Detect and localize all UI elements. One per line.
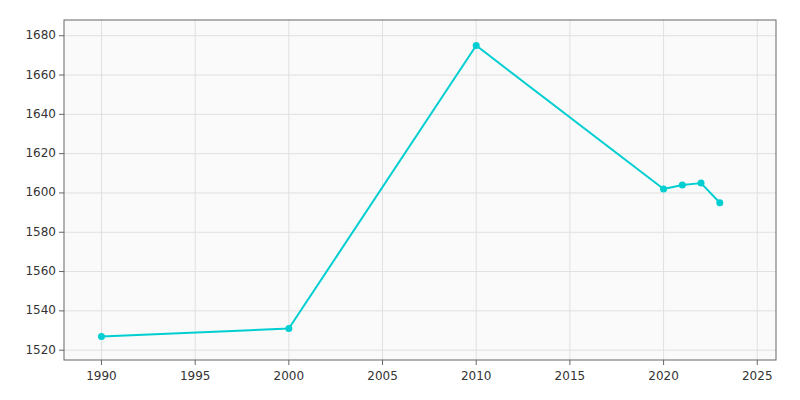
x-tick bbox=[101, 360, 102, 365]
point bbox=[98, 333, 105, 340]
y-tick bbox=[59, 271, 64, 272]
point bbox=[679, 182, 686, 189]
x-tick-label: 1995 bbox=[180, 369, 211, 383]
point bbox=[660, 186, 667, 193]
y-tick-label: 1600 bbox=[25, 185, 56, 199]
x-tick bbox=[195, 360, 196, 365]
y-tick bbox=[59, 232, 64, 233]
plot-frame bbox=[64, 20, 776, 360]
line bbox=[101, 46, 719, 337]
y-tick-label: 1580 bbox=[25, 225, 56, 239]
x-grid-line bbox=[382, 20, 383, 360]
chart-container: 1520 1540 1560 1580 1600 1620 1640 1660 1680 1990… bbox=[0, 0, 800, 400]
y-grid-line bbox=[64, 310, 776, 311]
x-tick-label: 2010 bbox=[461, 369, 492, 383]
x-grid-line bbox=[476, 20, 477, 360]
y-grid-line bbox=[64, 350, 776, 351]
point bbox=[473, 42, 480, 49]
x-tick bbox=[569, 360, 570, 365]
x-tick-label: 2020 bbox=[648, 369, 679, 383]
y-tick bbox=[59, 350, 64, 351]
y-grid-line bbox=[64, 114, 776, 115]
y-grid-line bbox=[64, 232, 776, 233]
x-grid-line bbox=[101, 20, 102, 360]
x-tick bbox=[382, 360, 383, 365]
y-tick-label: 1560 bbox=[25, 264, 56, 278]
y-grid-line bbox=[64, 192, 776, 193]
y-grid-line bbox=[64, 271, 776, 272]
x-grid-line bbox=[195, 20, 196, 360]
x-tick-label: 1990 bbox=[86, 369, 117, 383]
grid bbox=[64, 20, 776, 360]
y-tick bbox=[59, 35, 64, 36]
y-grid-line bbox=[64, 153, 776, 154]
x-tick-label: 2000 bbox=[274, 369, 305, 383]
chart-svg: 1520 1540 1560 1580 1600 1620 1640 1660 1680 1990… bbox=[0, 0, 800, 400]
axes: 1520 1540 1560 1580 1600 1620 1640 1660 1680 1990… bbox=[25, 20, 776, 383]
point bbox=[698, 180, 705, 187]
x-tick-label: 2015 bbox=[555, 369, 586, 383]
y-tick bbox=[59, 75, 64, 76]
y-tick-label: 1660 bbox=[25, 68, 56, 82]
data-layer bbox=[98, 42, 723, 340]
y-tick bbox=[59, 192, 64, 193]
y-tick bbox=[59, 310, 64, 311]
x-tick bbox=[288, 360, 289, 365]
y-tick-label: 1680 bbox=[25, 28, 56, 42]
point bbox=[716, 199, 723, 206]
y-tick-label: 1540 bbox=[25, 303, 56, 317]
y-grid-line bbox=[64, 75, 776, 76]
x-tick bbox=[663, 360, 664, 365]
x-tick-label: 2025 bbox=[742, 369, 773, 383]
y-grid-line bbox=[64, 35, 776, 36]
y-tick bbox=[59, 114, 64, 115]
plot-background bbox=[64, 20, 776, 360]
x-grid-line bbox=[569, 20, 570, 360]
x-grid-line bbox=[757, 20, 758, 360]
y-tick-label: 1640 bbox=[25, 107, 56, 121]
x-tick bbox=[476, 360, 477, 365]
y-tick bbox=[59, 153, 64, 154]
point bbox=[285, 325, 292, 332]
x-tick-label: 2005 bbox=[367, 369, 398, 383]
x-grid-line bbox=[288, 20, 289, 360]
y-tick-label: 1620 bbox=[25, 146, 56, 160]
y-tick-label: 1520 bbox=[25, 343, 56, 357]
x-tick bbox=[757, 360, 758, 365]
